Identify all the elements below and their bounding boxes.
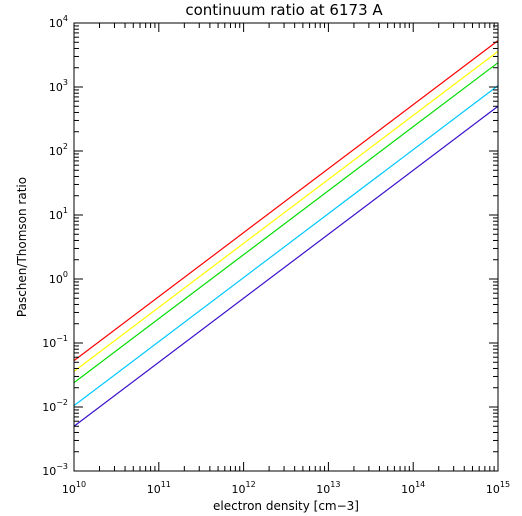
x-tick-label: 1011 [147, 480, 171, 496]
x-tick-label: 1014 [401, 480, 425, 496]
ticks-layer: 1010 1011 1012 1013 1014 1015 10−3 10−2 10−1 100 1… [42, 14, 510, 496]
y-tick-label: 10−3 [42, 462, 68, 478]
y-tick-label: 104 [49, 14, 68, 30]
x-tick-label: 1010 [62, 480, 86, 496]
y-tick-label: 10−1 [42, 334, 68, 350]
y-tick-label: 102 [49, 142, 68, 158]
y-tick-label: 101 [49, 206, 68, 222]
series-layer [73, 40, 499, 427]
y-tick-label: 103 [49, 78, 68, 94]
x-axis-label: electron density [cm−3] [213, 499, 359, 513]
series-line-1 [73, 40, 499, 362]
plot-frame [73, 22, 499, 472]
y-tick-label: 10−2 [42, 398, 68, 414]
series-line-5 [73, 105, 499, 427]
series-line-3 [73, 62, 499, 384]
y-axis-label: Paschen/Thomson ratio [15, 177, 29, 317]
series-line-4 [73, 85, 499, 407]
chart-title: continuum ratio at 6173 A [185, 1, 383, 19]
x-tick-label: 1015 [486, 480, 510, 496]
x-tick-label: 1012 [232, 480, 256, 496]
series-line-2 [73, 50, 499, 372]
y-tick-label: 100 [49, 270, 68, 286]
x-tick-label: 1013 [316, 480, 340, 496]
